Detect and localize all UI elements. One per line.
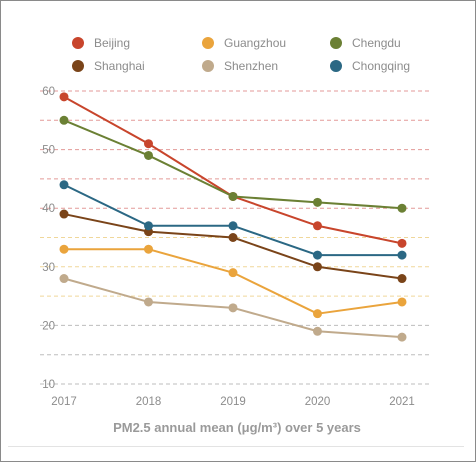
y-tick-label: 50 — [42, 145, 55, 157]
legend-item-shenzhen: Shenzhen — [202, 59, 278, 73]
bottom-divider — [8, 446, 464, 447]
data-point-chongqing — [313, 250, 322, 260]
data-point-shenzhen — [313, 326, 322, 336]
series-points — [59, 92, 407, 342]
data-point-chengdu — [59, 115, 69, 125]
data-point-guangzhou — [59, 244, 69, 254]
data-point-chengdu — [228, 191, 238, 201]
data-point-chongqing — [397, 250, 407, 260]
legend-label-chongqing: Chongqing — [352, 59, 410, 73]
x-tick-label: 2019 — [220, 396, 246, 408]
y-tick-label: 10 — [42, 379, 55, 391]
y-tick-label: 60 — [42, 86, 55, 98]
data-point-beijing — [313, 221, 322, 231]
data-point-shanghai — [228, 233, 238, 242]
data-point-guangzhou — [228, 268, 238, 278]
data-point-chongqing — [59, 180, 69, 190]
data-point-chongqing — [228, 221, 238, 231]
legend-swatch-chongqing — [330, 60, 342, 72]
x-tick-label: 2017 — [51, 396, 77, 408]
data-point-chengdu — [397, 203, 407, 213]
x-tick-label: 2020 — [305, 396, 331, 408]
x-tick-label: 2018 — [136, 396, 162, 408]
legend-item-shanghai: Shanghai — [72, 59, 145, 73]
y-tick-label: 20 — [42, 320, 55, 332]
y-tick-label: 40 — [42, 203, 55, 215]
data-point-beijing — [144, 139, 153, 149]
data-point-beijing — [397, 238, 407, 248]
data-point-beijing — [59, 92, 69, 102]
legend-item-chongqing: Chongqing — [330, 59, 410, 73]
data-point-chengdu — [313, 197, 322, 207]
legend-label-shanghai: Shanghai — [94, 59, 145, 73]
y-axis-ticks: 10 20 30 40 50 60 — [42, 86, 55, 391]
legend-label-guangzhou: Guangzhou — [224, 36, 286, 50]
legend-swatch-shenzhen — [202, 60, 214, 72]
data-point-shenzhen — [59, 274, 69, 284]
legend-item-chengdu: Chengdu — [330, 36, 401, 50]
data-point-guangzhou — [397, 297, 407, 307]
legend-swatch-chengdu — [330, 37, 342, 49]
data-point-shanghai — [59, 209, 69, 219]
data-point-shanghai — [313, 262, 322, 272]
data-point-guangzhou — [313, 309, 322, 319]
legend-item-guangzhou: Guangzhou — [202, 36, 286, 50]
legend-swatch-shanghai — [72, 60, 84, 72]
data-point-shanghai — [397, 274, 407, 284]
x-axis-ticks: 2017 2018 2019 2020 2021 — [51, 396, 415, 408]
legend-swatch-beijing — [72, 37, 84, 49]
data-point-shenzhen — [228, 303, 238, 313]
legend-item-beijing: Beijing — [72, 36, 130, 50]
x-tick-label: 2021 — [389, 396, 415, 408]
legend-label-shenzhen: Shenzhen — [224, 59, 278, 73]
data-point-chongqing — [144, 221, 153, 231]
data-point-chengdu — [144, 150, 153, 160]
legend-label-chengdu: Chengdu — [352, 36, 401, 50]
chart-caption: PM2.5 annual mean (μg/m³) over 5 years — [113, 420, 361, 435]
y-tick-label: 30 — [42, 262, 55, 274]
legend-label-beijing: Beijing — [94, 36, 130, 50]
data-point-shenzhen — [144, 297, 153, 307]
series-lines — [63, 95, 403, 339]
data-point-shenzhen — [397, 332, 407, 342]
legend-swatch-guangzhou — [202, 37, 214, 49]
data-point-guangzhou — [144, 244, 153, 254]
legend: Beijing Shanghai Guangzhou Shenzhen Chengdu C… — [72, 36, 410, 73]
